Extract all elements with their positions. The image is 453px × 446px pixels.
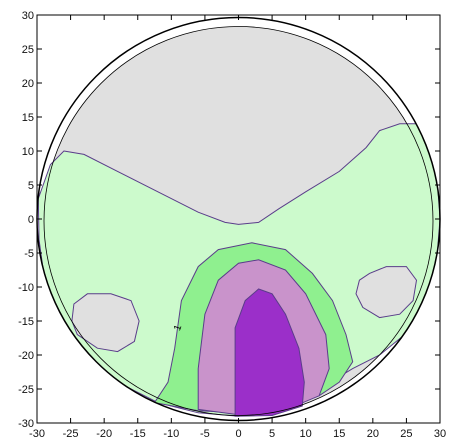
contour-region-background-region bbox=[355, 266, 418, 319]
axes: -30 -25 -20 -15 -10 -5 0 5 10 15 20 25 30-30-25-20-1… bbox=[18, 10, 446, 440]
contour-regions bbox=[37, 26, 440, 417]
x-tick-label: -10 bbox=[163, 428, 179, 440]
x-tick-label: 0 bbox=[235, 428, 241, 440]
y-tick-label: -15 bbox=[18, 316, 34, 328]
y-tick-label: 25 bbox=[22, 44, 34, 56]
y-tick-label: 0 bbox=[28, 214, 34, 226]
y-tick-label: 5 bbox=[28, 180, 34, 192]
contour-region-level-4-fill bbox=[234, 288, 305, 417]
x-tick-label: 30 bbox=[434, 428, 446, 440]
x-tick-label: -20 bbox=[96, 428, 112, 440]
x-tick-label: -25 bbox=[63, 428, 79, 440]
x-tick-label: 25 bbox=[400, 428, 412, 440]
x-tick-label: 5 bbox=[269, 428, 275, 440]
x-tick-label: -15 bbox=[130, 428, 146, 440]
x-tick-label: 15 bbox=[333, 428, 345, 440]
contour-label: 1 bbox=[172, 323, 184, 332]
domain-inner-outline bbox=[43, 26, 434, 416]
y-tick-label: 15 bbox=[22, 112, 34, 124]
y-tick-label: 30 bbox=[22, 10, 34, 22]
y-tick-label: -5 bbox=[24, 248, 34, 260]
y-tick-label: -10 bbox=[18, 282, 34, 294]
y-tick-label: -30 bbox=[18, 418, 34, 430]
x-tick-label: -30 bbox=[29, 428, 45, 440]
contour-region-background-region bbox=[71, 293, 140, 353]
y-tick-label: -20 bbox=[18, 350, 34, 362]
x-tick-label: -5 bbox=[200, 428, 210, 440]
plot-area: 1 bbox=[36, 16, 441, 422]
y-tick-label: 20 bbox=[22, 78, 34, 90]
y-tick-label: -25 bbox=[18, 384, 34, 396]
x-tick-label: 20 bbox=[367, 428, 379, 440]
y-tick-label: 10 bbox=[22, 146, 34, 158]
x-tick-label: 10 bbox=[300, 428, 312, 440]
